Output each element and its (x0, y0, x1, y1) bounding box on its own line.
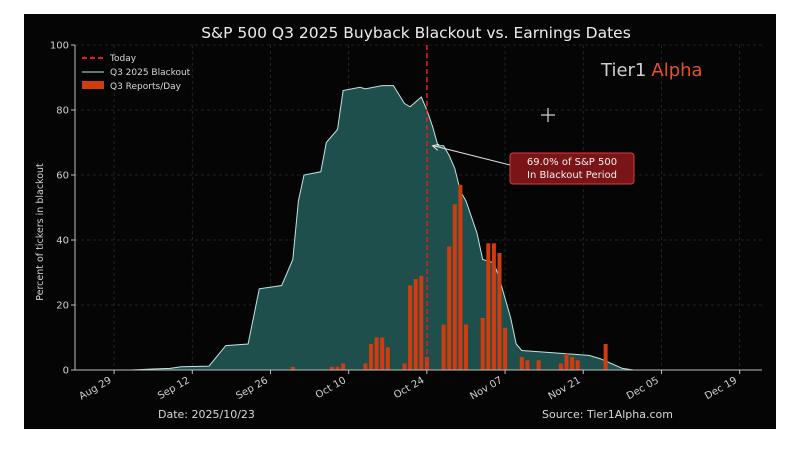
chart-title: S&P 500 Q3 2025 Buyback Blackout vs. Ear… (201, 24, 631, 42)
legend: Today Q3 2025 Blackout Q3 Reports/Day (82, 54, 191, 92)
y-tick-label: 60 (56, 171, 69, 182)
report-bar (341, 363, 346, 370)
y-axis-label: Percent of tickers in blackout (35, 163, 46, 301)
report-bar (603, 344, 608, 370)
chart-svg: S&P 500 Q3 2025 Buyback Blackout vs. Ear… (24, 14, 776, 429)
legend-blackout-label: Q3 2025 Blackout (110, 68, 191, 78)
report-bar (419, 275, 424, 371)
report-bar (441, 324, 446, 370)
report-bar (335, 366, 340, 371)
y-tick-label: 0 (63, 366, 69, 377)
blackout-area-fill (130, 85, 634, 370)
y-tick-labels: 0 20 40 60 80 100 (50, 41, 75, 377)
report-bar (564, 353, 569, 371)
footer-source: Source: Tier1Alpha.com (542, 408, 673, 421)
report-bar (424, 357, 429, 370)
report-bar (363, 363, 368, 370)
report-bar (290, 366, 295, 371)
report-bar (519, 357, 524, 370)
report-bar (413, 279, 418, 370)
annotation-line2: In Blackout Period (527, 170, 617, 181)
y-tick-label: 80 (56, 106, 69, 117)
legend-reports-label: Q3 Reports/Day (110, 82, 182, 92)
report-bar (380, 337, 385, 370)
brand-part1: Tier1 (600, 60, 646, 81)
annotation-line1: 69.0% of S&P 500 (527, 157, 617, 168)
report-bar (402, 363, 407, 370)
legend-reports-swatch (82, 81, 104, 89)
report-bar (486, 243, 491, 371)
annotation-box (509, 152, 635, 185)
report-bar (558, 363, 563, 370)
report-bar (385, 347, 390, 371)
report-bar (525, 360, 530, 371)
footer-date: Date: 2025/10/23 (158, 408, 255, 421)
blackout-annotation: 69.0% of S&P 500 In Blackout Period (431, 143, 635, 185)
y-tick-label: 40 (56, 236, 69, 247)
report-bar (329, 366, 334, 371)
svg-text:Tier1Alpha: Tier1 Alpha (600, 60, 703, 81)
blackout-area-line (130, 85, 634, 371)
report-bar (491, 243, 496, 371)
report-bar (447, 246, 452, 370)
reports-bar-layer (290, 184, 608, 371)
brand-logo: Tier1 Alpha (600, 60, 703, 81)
report-bar (452, 204, 457, 371)
report-bar (480, 318, 485, 370)
report-bar (575, 360, 580, 371)
report-bar (374, 337, 379, 370)
report-bar (369, 344, 373, 370)
report-bar (570, 357, 575, 370)
y-tick-label: 100 (50, 41, 69, 52)
crosshair-cursor-icon (541, 108, 555, 122)
report-bar (503, 327, 508, 371)
report-bar (464, 324, 468, 370)
chart-frame: S&P 500 Q3 2025 Buyback Blackout vs. Ear… (24, 14, 776, 429)
legend-today-label: Today (109, 54, 137, 64)
annotation-arrow (433, 145, 511, 166)
report-bar (458, 184, 463, 370)
axes (74, 45, 762, 371)
report-bar (497, 253, 502, 370)
report-bar (536, 360, 541, 371)
y-tick-label: 20 (56, 301, 69, 312)
annotation-arrow-head (431, 143, 440, 151)
report-bar (408, 285, 413, 370)
brand-part2: Alpha (651, 60, 702, 81)
blackout-area-layer (130, 85, 634, 371)
